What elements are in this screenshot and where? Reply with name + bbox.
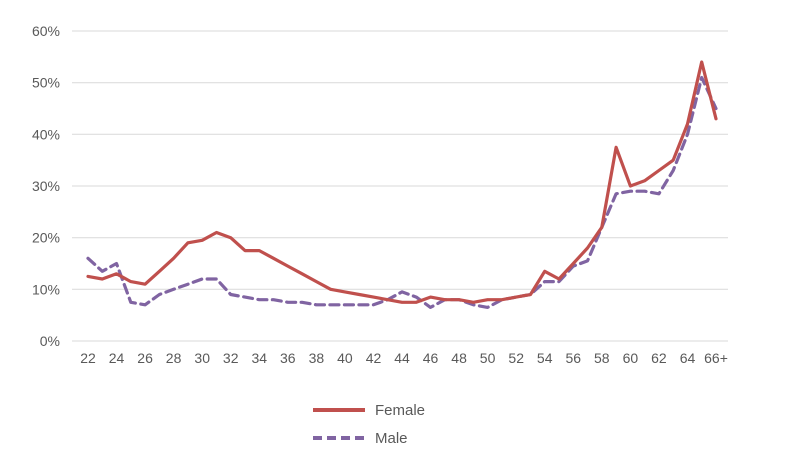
x-axis-tick-label: 60: [623, 350, 639, 366]
y-axis-tick-label: 30%: [32, 178, 60, 194]
x-axis-tick-label: 54: [537, 350, 553, 366]
x-axis-tick-label: 36: [280, 350, 296, 366]
y-axis-tick-label: 10%: [32, 281, 60, 297]
x-axis-tick-label: 46: [423, 350, 439, 366]
female-line: [86, 60, 718, 304]
x-axis-tick-label: 34: [252, 350, 268, 366]
legend-label-male: Male: [375, 429, 408, 447]
y-axis-tick-label: 0%: [40, 333, 60, 349]
male-line: [86, 75, 718, 309]
y-axis-tick-label: 60%: [32, 23, 60, 39]
x-axis-tick-label: 22: [80, 350, 96, 366]
x-axis-tick-label: 24: [109, 350, 125, 366]
x-axis-tick-label: 48: [451, 350, 467, 366]
x-axis-tick-label: 62: [651, 350, 667, 366]
x-axis-tick-label: 66+: [704, 350, 728, 366]
x-axis-tick-label: 50: [480, 350, 496, 366]
x-axis-tick-label: 52: [508, 350, 524, 366]
legend-item-male: Male: [313, 429, 425, 447]
y-axis-tick-label: 50%: [32, 75, 60, 91]
y-axis-tick-label: 20%: [32, 230, 60, 246]
male-line-swatch: [313, 436, 365, 440]
x-axis-tick-label: 64: [680, 350, 696, 366]
legend-item-female: Female: [313, 401, 425, 419]
x-axis-tick-label: 26: [137, 350, 153, 366]
female-line-swatch: [313, 408, 365, 412]
x-axis-tick-label: 44: [394, 350, 410, 366]
x-axis-tick-label: 28: [166, 350, 182, 366]
x-axis-tick-label: 38: [309, 350, 325, 366]
x-axis-tick-label: 42: [366, 350, 382, 366]
x-axis-tick-label: 56: [566, 350, 582, 366]
x-axis-tick-label: 58: [594, 350, 610, 366]
legend: Female Male: [313, 401, 425, 447]
x-axis-tick-label: 30: [194, 350, 210, 366]
legend-label-female: Female: [375, 401, 426, 419]
x-axis-tick-label: 40: [337, 350, 353, 366]
y-axis-tick-label: 40%: [32, 126, 60, 142]
x-axis-tick-label: 32: [223, 350, 239, 366]
